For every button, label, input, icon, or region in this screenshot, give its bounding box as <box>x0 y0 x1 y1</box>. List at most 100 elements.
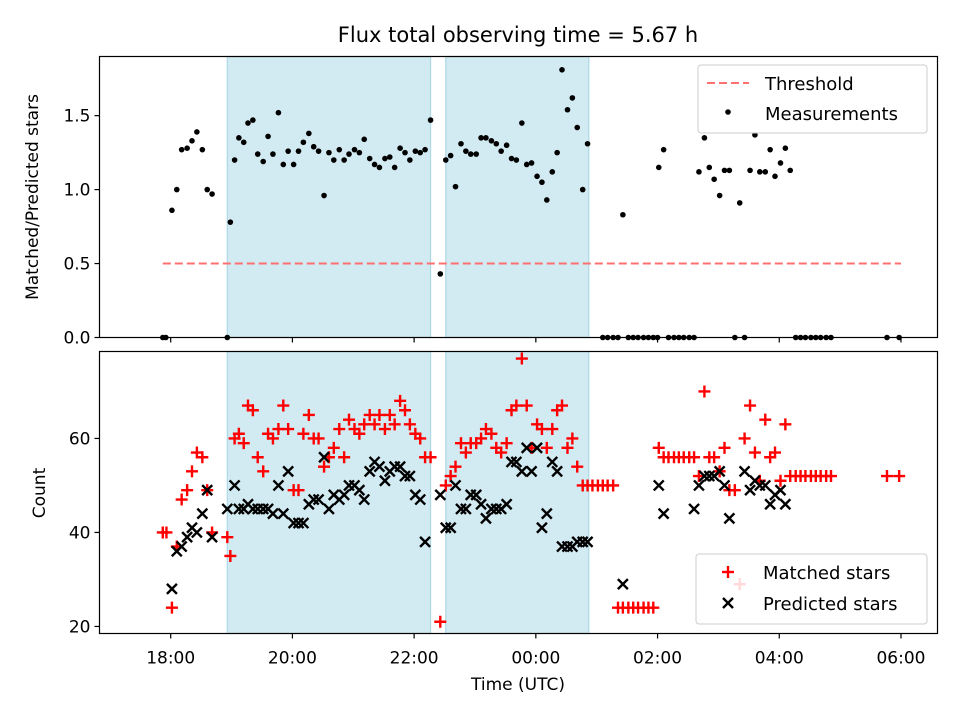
measurement-point-52 <box>427 117 434 123</box>
matched-point-132 <box>893 470 906 483</box>
observing-window-0 <box>226 350 432 635</box>
measurement-point-40 <box>366 155 373 162</box>
observing-window-0 <box>226 55 432 339</box>
measurement-point-108 <box>721 167 728 174</box>
measurement-point-106 <box>711 176 717 183</box>
matched-point-54 <box>439 479 452 492</box>
top-panel-x-ticks <box>170 337 902 343</box>
measurement-point-30 <box>315 148 322 154</box>
measurement-point-59 <box>467 151 474 157</box>
legend-matched-label: Matched stars <box>763 563 890 584</box>
measurement-point-31 <box>321 192 327 199</box>
y-tick-label: 40 <box>69 523 91 543</box>
predicted-point-10 <box>228 479 241 492</box>
predicted-point-98 <box>779 498 792 511</box>
predicted-point-74 <box>561 540 574 553</box>
x-tick-label: 06:00 <box>876 649 925 669</box>
predicted-point-24 <box>297 517 310 529</box>
measurement-point-6 <box>189 138 195 144</box>
x-axis-label: Time (UTC) <box>470 675 565 695</box>
predicted-point-19 <box>272 479 285 492</box>
matched-point-73 <box>535 423 548 436</box>
predicted-point-68 <box>531 442 543 454</box>
measurement-point-63 <box>488 138 495 144</box>
predicted-point-16 <box>257 503 270 515</box>
measurement-point-79 <box>569 95 576 101</box>
measurement-point-28 <box>306 130 312 137</box>
measurement-point-87 <box>620 211 626 218</box>
measurement-point-39 <box>361 136 368 143</box>
matched-point-119 <box>769 446 782 459</box>
matched-point-2 <box>165 601 178 614</box>
predicted-point-23 <box>292 517 305 529</box>
measurement-point-50 <box>417 149 424 156</box>
top-legend-box <box>697 64 928 134</box>
measurement-point-77 <box>559 67 565 73</box>
matched-point-87 <box>607 479 620 492</box>
measurement-point-75 <box>549 169 556 175</box>
matched-point-11 <box>221 531 234 544</box>
measurement-point-96 <box>660 146 667 153</box>
matched-point-65 <box>495 446 508 459</box>
measurement-point-25 <box>290 161 297 168</box>
matched-point-63 <box>485 427 498 440</box>
measurement-point-15 <box>240 139 247 146</box>
measurement-point-73 <box>539 179 545 186</box>
matched-point-56 <box>449 460 462 473</box>
matched-point-38 <box>353 427 366 440</box>
measurement-point-116 <box>762 169 769 175</box>
measurement-point-21 <box>270 151 276 157</box>
matched-point-45 <box>388 418 401 431</box>
measurement-point-48 <box>407 157 413 163</box>
measurement-point-109 <box>726 167 733 174</box>
measurement-point-45 <box>391 164 398 171</box>
measurement-point-53 <box>437 271 444 277</box>
predicted-point-72 <box>551 465 563 478</box>
predicted-point-52 <box>449 479 462 492</box>
measurement-point-27 <box>300 139 307 146</box>
matched-point-21 <box>266 432 279 445</box>
measurement-point-20 <box>265 133 271 140</box>
measurement-point-47 <box>402 149 408 156</box>
matched-point-44 <box>383 408 396 421</box>
bottom-panel-ylabel: Count <box>30 467 50 518</box>
measurement-point-66 <box>503 142 510 149</box>
matched-point-28 <box>302 408 315 421</box>
matched-point-47 <box>399 404 412 417</box>
measurement-point-16 <box>245 120 251 126</box>
matched-point-35 <box>338 451 351 464</box>
predicted-point-78 <box>581 536 594 548</box>
matched-point-43 <box>378 423 391 436</box>
legend-threshold-label: Threshold <box>764 74 854 95</box>
measurement-point-118 <box>772 173 778 180</box>
y-tick-label: 20 <box>69 617 91 637</box>
top-panel-frame <box>98 55 939 339</box>
measurement-point-81 <box>579 186 586 193</box>
matched-point-14 <box>232 427 245 440</box>
y-tick-label: 1.5 <box>63 107 90 127</box>
matched-point-53 <box>434 615 447 628</box>
matched-point-23 <box>277 399 290 412</box>
predicted-point-53 <box>455 503 467 515</box>
measurement-point-49 <box>412 148 419 154</box>
measurement-point-71 <box>528 160 535 166</box>
observing-window-1 <box>445 55 590 339</box>
matched-point-95 <box>647 601 660 614</box>
matched-point-121 <box>779 418 792 431</box>
predicted-point-60 <box>490 503 503 515</box>
measurement-point-64 <box>493 140 500 147</box>
measurement-point-29 <box>310 143 317 150</box>
measurement-point-61 <box>478 135 484 141</box>
bottom-panel-marks <box>156 352 906 628</box>
measurement-point-8 <box>199 146 206 153</box>
predicted-point-77 <box>576 536 589 548</box>
measurement-point-35 <box>341 157 347 163</box>
measurement-point-22 <box>275 109 282 116</box>
measurement-point-3 <box>173 186 180 193</box>
x-tick-label: 18:00 <box>146 649 195 669</box>
measurement-point-19 <box>260 158 267 165</box>
matched-point-107 <box>708 451 721 464</box>
matched-point-31 <box>318 460 331 473</box>
measurement-point-67 <box>508 155 515 162</box>
predicted-point-97 <box>774 484 787 496</box>
